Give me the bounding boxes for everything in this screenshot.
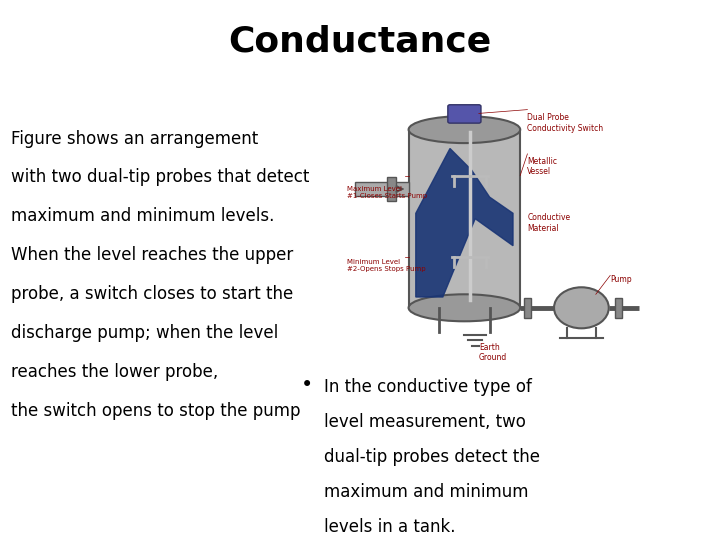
- Text: Minimum Level
#2-Opens Stops Pump: Minimum Level #2-Opens Stops Pump: [347, 259, 426, 272]
- Bar: [387, 177, 396, 201]
- Text: discharge pump; when the level: discharge pump; when the level: [11, 324, 278, 342]
- Text: Pump: Pump: [611, 275, 632, 285]
- Text: Earth
Ground: Earth Ground: [479, 343, 507, 362]
- Text: levels in a tank.: levels in a tank.: [324, 518, 456, 536]
- FancyBboxPatch shape: [448, 105, 481, 123]
- Polygon shape: [416, 148, 513, 297]
- Text: Dual Probe
Conductivity Switch: Dual Probe Conductivity Switch: [527, 113, 603, 133]
- Text: with two dual-tip probes that detect: with two dual-tip probes that detect: [11, 168, 309, 186]
- Text: Maximum Level
#1-Closes Starts Pump: Maximum Level #1-Closes Starts Pump: [347, 186, 428, 199]
- Text: Conductance: Conductance: [228, 24, 492, 58]
- Bar: [524, 298, 531, 318]
- Ellipse shape: [409, 116, 521, 143]
- Text: reaches the lower probe,: reaches the lower probe,: [11, 363, 218, 381]
- Text: Figure shows an arrangement: Figure shows an arrangement: [11, 130, 258, 147]
- Bar: [355, 182, 409, 196]
- Ellipse shape: [409, 294, 521, 321]
- Text: When the level reaches the upper: When the level reaches the upper: [11, 246, 293, 264]
- Text: maximum and minimum: maximum and minimum: [324, 483, 528, 501]
- Text: •: •: [301, 375, 313, 395]
- Circle shape: [554, 287, 609, 328]
- Bar: [615, 298, 622, 318]
- Text: probe, a switch closes to start the: probe, a switch closes to start the: [11, 285, 293, 303]
- Text: maximum and minimum levels.: maximum and minimum levels.: [11, 207, 274, 225]
- Text: the switch opens to stop the pump: the switch opens to stop the pump: [11, 402, 300, 420]
- Text: In the conductive type of: In the conductive type of: [324, 378, 532, 396]
- Text: level measurement, two: level measurement, two: [324, 413, 526, 431]
- Text: Metallic
Vessel: Metallic Vessel: [527, 157, 557, 176]
- Text: Conductive
Material: Conductive Material: [527, 213, 570, 233]
- Bar: [409, 130, 521, 308]
- Text: dual-tip probes detect the: dual-tip probes detect the: [324, 448, 540, 466]
